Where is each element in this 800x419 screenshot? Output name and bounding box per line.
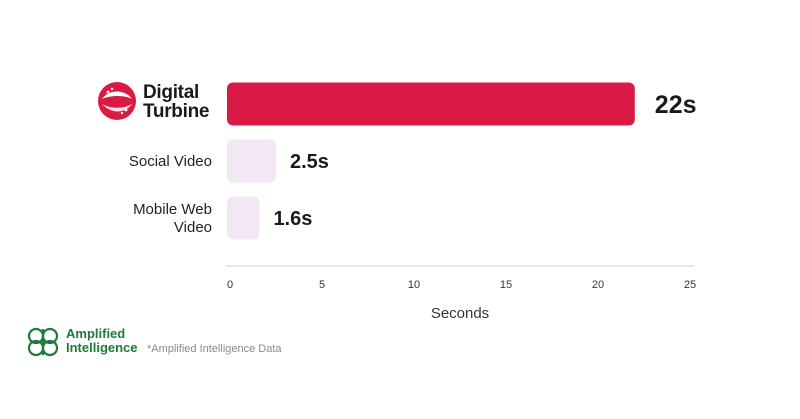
category-label: Social Video: [129, 153, 212, 170]
digital-turbine-wordmark: Digital Turbine: [143, 83, 209, 121]
source-footnote: *Amplified Intelligence Data: [147, 343, 282, 355]
x-tick-label: 15: [500, 279, 512, 291]
amplified-intelligence-wordmark: Amplified Intelligence: [66, 327, 138, 355]
category-label: Mobile Web: [133, 201, 212, 218]
bar-digital-turbine: [227, 82, 635, 126]
bar-mobile-web-video: [227, 196, 260, 240]
x-axis-label: Seconds: [430, 305, 490, 322]
digital-turbine-line1: Digital: [143, 82, 199, 103]
x-tick-labels: 0 5 10 15 20 25: [227, 279, 696, 291]
bars-group: [227, 82, 635, 240]
x-tick-label: 0: [227, 279, 233, 291]
bar-social-video: [227, 139, 276, 183]
value-label: 1.6s: [273, 208, 312, 230]
x-tick-label: 10: [408, 279, 420, 291]
digital-turbine-line2: Turbine: [143, 101, 210, 122]
x-tick-label: 5: [319, 279, 325, 291]
amplified-intelligence-line1: Amplified: [66, 326, 126, 341]
x-tick-label: 25: [684, 279, 696, 291]
digital-turbine-logo-icon: [98, 82, 136, 120]
value-label: 22s: [655, 91, 697, 119]
category-label: Video: [174, 219, 212, 236]
amplified-intelligence-line2: Intelligence: [66, 340, 138, 355]
value-label: 2.5s: [290, 151, 329, 173]
x-tick-label: 20: [592, 279, 604, 291]
amplified-intelligence-logo-icon: [27, 327, 59, 357]
value-labels: 22s 2.5s 1.6s: [273, 91, 696, 230]
